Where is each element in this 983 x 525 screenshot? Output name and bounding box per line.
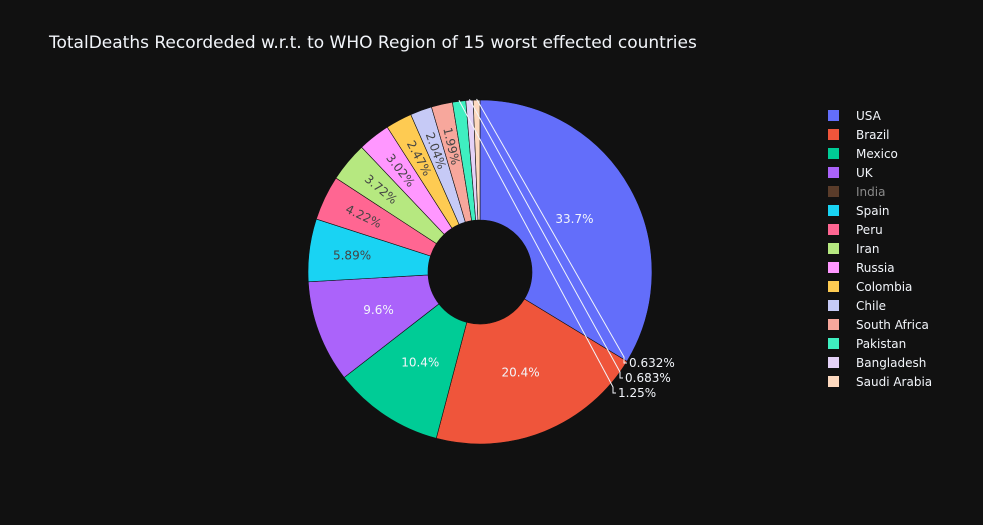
legend-swatch (828, 167, 839, 178)
slice-label-spain: 5.89% (333, 249, 371, 263)
slice-label-saudi-arabia: 0.632% (629, 356, 675, 370)
slice-usa[interactable] (479, 99, 653, 362)
legend-swatch (828, 205, 839, 216)
chart-title: TotalDeaths Recordeded w.r.t. to WHO Reg… (49, 33, 697, 53)
legend-swatch (828, 148, 839, 159)
legend-item-peru[interactable]: Peru (828, 220, 932, 239)
legend-swatch (828, 338, 839, 349)
slice-label-uk: 9.6% (363, 303, 394, 317)
legend-label: Mexico (856, 146, 898, 161)
legend-label: Pakistan (856, 336, 907, 351)
legend-swatch (828, 300, 839, 311)
slice-label-brazil: 20.4% (502, 365, 540, 379)
legend: USA Brazil Mexico UK India Spain Peru Iran Russi… (828, 106, 932, 391)
legend-item-bangladesh[interactable]: Bangladesh (828, 353, 932, 372)
legend-swatch (828, 319, 839, 330)
legend-swatch (828, 376, 839, 387)
leader-line-bangladesh (468, 99, 623, 379)
legend-swatch (828, 224, 839, 235)
legend-item-india[interactable]: India (828, 182, 932, 201)
legend-item-brazil[interactable]: Brazil (828, 125, 932, 144)
legend-label: Russia (856, 260, 895, 275)
legend-label: Colombia (856, 279, 913, 294)
legend-label: Saudi Arabia (856, 374, 933, 389)
legend-label: Peru (856, 222, 883, 237)
slice-label-mexico: 10.4% (401, 355, 439, 369)
legend-item-uk[interactable]: UK (828, 163, 932, 182)
legend-label: USA (856, 108, 881, 123)
legend-item-south-africa[interactable]: South Africa (828, 315, 932, 334)
legend-label: UK (856, 165, 873, 180)
legend-label: India (856, 184, 886, 199)
slice-label-usa: 33.7% (555, 212, 593, 226)
legend-swatch (828, 281, 839, 292)
legend-label: Brazil (856, 127, 890, 142)
legend-swatch (828, 110, 839, 121)
legend-item-mexico[interactable]: Mexico (828, 144, 932, 163)
legend-item-pakistan[interactable]: Pakistan (828, 334, 932, 353)
legend-swatch (828, 186, 839, 197)
legend-swatch (828, 262, 839, 273)
slice-brazil[interactable] (435, 298, 628, 445)
leader-line-saudi-arabia (476, 98, 627, 364)
legend-label: South Africa (856, 317, 929, 332)
legend-swatch (828, 243, 839, 254)
legend-item-chile[interactable]: Chile (828, 296, 932, 315)
legend-item-saudi-arabia[interactable]: Saudi Arabia (828, 372, 932, 391)
leader-line-pakistan (458, 100, 616, 394)
legend-swatch (828, 357, 839, 368)
legend-item-iran[interactable]: Iran (828, 239, 932, 258)
legend-label: Iran (856, 241, 880, 256)
legend-label: Spain (856, 203, 890, 218)
legend-item-usa[interactable]: USA (828, 106, 932, 125)
legend-item-russia[interactable]: Russia (828, 258, 932, 277)
slice-mexico[interactable] (343, 303, 468, 439)
legend-label: Chile (856, 298, 887, 313)
legend-item-colombia[interactable]: Colombia (828, 277, 932, 296)
legend-swatch (828, 129, 839, 140)
slice-label-pakistan: 1.25% (618, 386, 656, 400)
legend-label: Bangladesh (856, 355, 927, 370)
legend-item-spain[interactable]: Spain (828, 201, 932, 220)
slice-label-bangladesh: 0.683% (625, 371, 671, 385)
